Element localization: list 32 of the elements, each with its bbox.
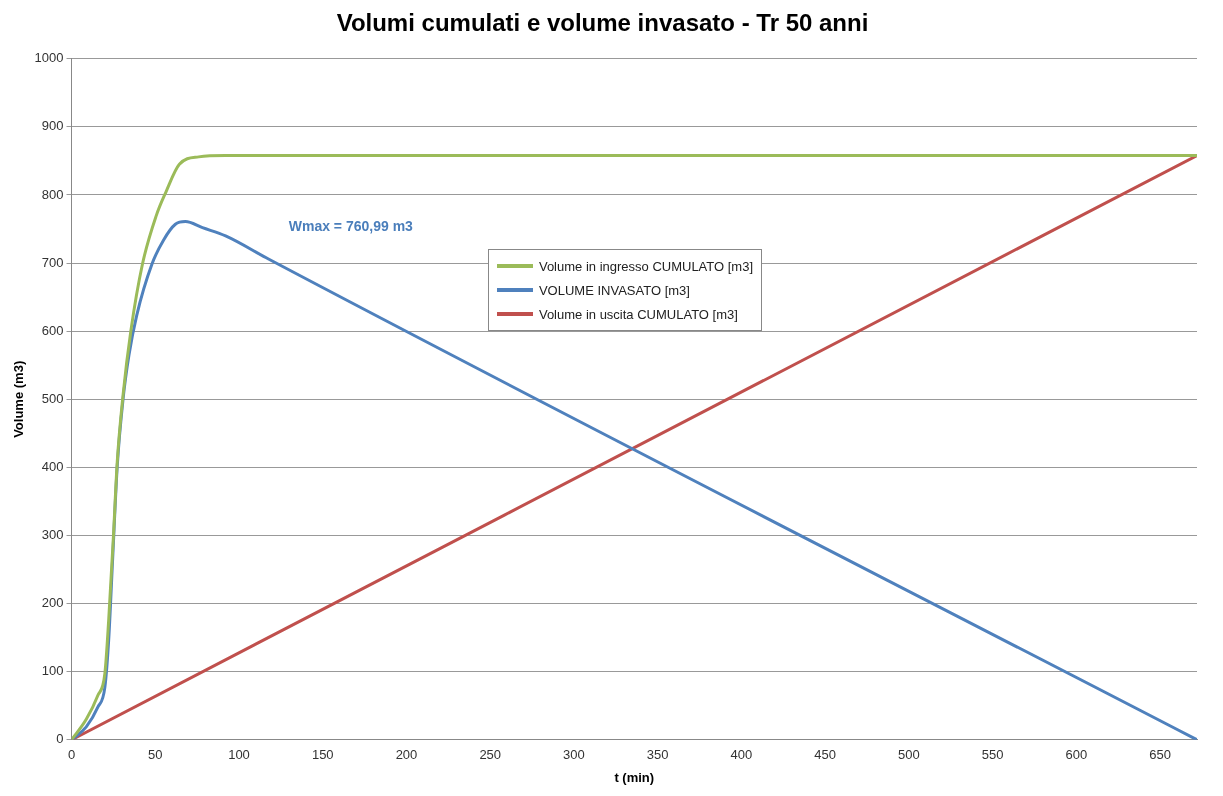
y-tick-label: 200 [41,595,64,611]
legend-label: Volume in uscita CUMULATO [m3] [538,306,738,322]
x-tick-label: 100 [228,747,250,763]
annotation: Wmax = 760,99 m3 [288,217,414,234]
y-tick-label: 300 [41,527,64,543]
x-tick-label: 450 [814,747,837,763]
y-tick-label: 0 [56,731,64,747]
x-tick-label: 500 [898,747,920,763]
x-tick-label: 550 [981,747,1004,763]
x-axis-title: t (min) [614,769,655,785]
x-tick-label: 650 [1149,747,1172,763]
legend-label: VOLUME INVASATO [m3] [538,282,690,298]
y-tick-label: 100 [41,663,64,679]
y-tick-label: 600 [41,322,64,338]
chart-title: Volumi cumulati e volume invasato - Tr 50 anni [336,9,869,37]
x-tick-label: 300 [563,747,585,763]
y-tick-label: 500 [41,390,64,406]
x-tick-label: 150 [311,747,334,763]
x-tick-label: 200 [395,747,418,763]
y-tick-label: 800 [41,186,64,202]
x-tick-label: 250 [479,747,502,763]
y-tick-label: 700 [41,254,64,270]
x-tick-label: 350 [646,747,669,763]
x-tick-label: 400 [730,747,753,763]
x-tick-label: 0 [67,747,76,763]
legend-label: Volume in ingresso CUMULATO [m3] [538,258,754,274]
x-tick-label: 600 [1065,747,1088,763]
x-tick-label: 50 [148,747,163,763]
y-tick-label: 400 [41,458,64,474]
y-tick-label: 900 [41,118,64,134]
y-tick-label: 1000 [34,50,64,66]
y-axis-title: Volume (m3) [11,360,27,438]
